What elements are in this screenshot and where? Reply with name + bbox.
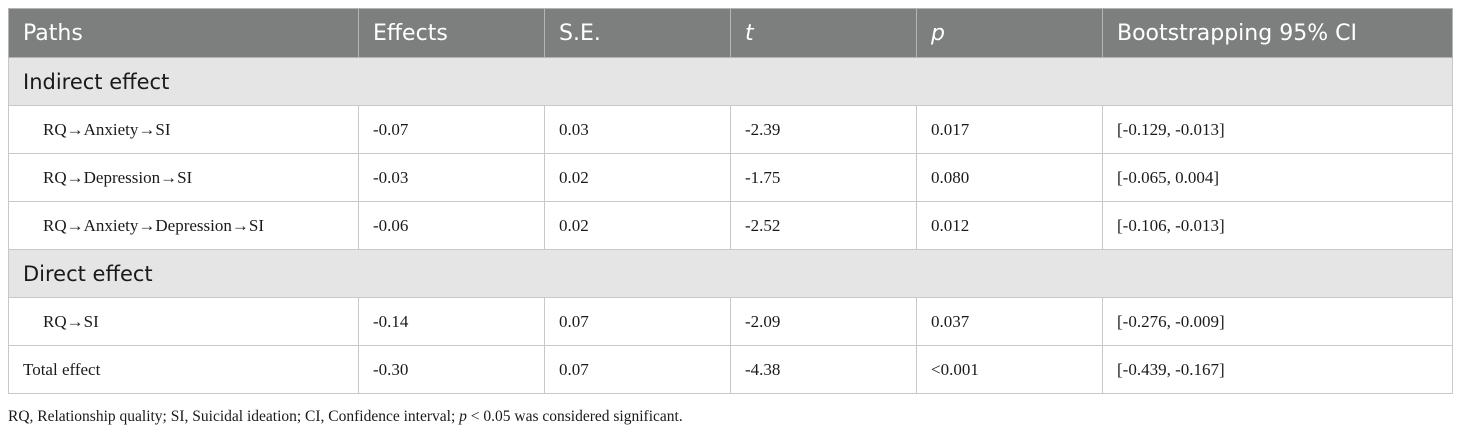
- table-row: RQ→Anxiety→SI -0.07 0.03 -2.39 0.017 [-0…: [8, 105, 1453, 154]
- table-row-total: Total effect -0.30 0.07 -4.38 <0.001 [-0…: [8, 345, 1453, 394]
- ci-cell: [-0.439, -0.167]: [1102, 345, 1453, 394]
- p-cell: 0.017: [916, 105, 1103, 154]
- header-effects: Effects: [358, 8, 545, 58]
- path-cell: RQ→SI: [8, 297, 359, 346]
- p-cell: 0.037: [916, 297, 1103, 346]
- ci-cell: [-0.065, 0.004]: [1102, 153, 1453, 202]
- p-cell: <0.001: [916, 345, 1103, 394]
- footnote-p-symbol: p: [459, 408, 467, 425]
- ci-cell: [-0.106, -0.013]: [1102, 201, 1453, 250]
- effect-cell: -0.07: [358, 105, 545, 154]
- header-t: t: [730, 8, 917, 58]
- section-row-direct: Direct effect: [8, 249, 1453, 298]
- se-cell: 0.02: [544, 201, 731, 250]
- mediation-effects-table: Paths Effects S.E. t p Bootstrapping 95%…: [8, 8, 1453, 394]
- effect-cell: -0.30: [358, 345, 545, 394]
- path-cell: RQ→Anxiety→SI: [8, 105, 359, 154]
- table-footnote: RQ, Relationship quality; SI, Suicidal i…: [8, 408, 683, 426]
- path-cell: Total effect: [8, 345, 359, 394]
- t-cell: -2.09: [730, 297, 917, 346]
- path-cell: RQ→Anxiety→Depression→SI: [8, 201, 359, 250]
- se-cell: 0.02: [544, 153, 731, 202]
- se-cell: 0.03: [544, 105, 731, 154]
- path-cell: RQ→Depression→SI: [8, 153, 359, 202]
- table-row: RQ→Depression→SI -0.03 0.02 -1.75 0.080 …: [8, 153, 1453, 202]
- footnote-suffix: < 0.05 was considered significant.: [466, 408, 683, 425]
- p-cell: 0.012: [916, 201, 1103, 250]
- t-cell: -2.39: [730, 105, 917, 154]
- ci-cell: [-0.129, -0.013]: [1102, 105, 1453, 154]
- se-cell: 0.07: [544, 297, 731, 346]
- section-label: Direct effect: [8, 249, 1453, 298]
- section-label: Indirect effect: [8, 57, 1453, 106]
- header-paths: Paths: [8, 8, 359, 58]
- t-cell: -1.75: [730, 153, 917, 202]
- table-header-row: Paths Effects S.E. t p Bootstrapping 95%…: [8, 8, 1453, 58]
- se-cell: 0.07: [544, 345, 731, 394]
- effect-cell: -0.14: [358, 297, 545, 346]
- section-row-indirect: Indirect effect: [8, 57, 1453, 106]
- p-cell: 0.080: [916, 153, 1103, 202]
- ci-cell: [-0.276, -0.009]: [1102, 297, 1453, 346]
- header-p: p: [916, 8, 1103, 58]
- results-table-container: Paths Effects S.E. t p Bootstrapping 95%…: [8, 8, 1453, 394]
- effect-cell: -0.06: [358, 201, 545, 250]
- effect-cell: -0.03: [358, 153, 545, 202]
- header-bootstrap-ci: Bootstrapping 95% CI: [1102, 8, 1453, 58]
- header-se: S.E.: [544, 8, 731, 58]
- table-row: RQ→Anxiety→Depression→SI -0.06 0.02 -2.5…: [8, 201, 1453, 250]
- t-cell: -2.52: [730, 201, 917, 250]
- table-row: RQ→SI -0.14 0.07 -2.09 0.037 [-0.276, -0…: [8, 297, 1453, 346]
- t-cell: -4.38: [730, 345, 917, 394]
- footnote-prefix: RQ, Relationship quality; SI, Suicidal i…: [8, 408, 460, 425]
